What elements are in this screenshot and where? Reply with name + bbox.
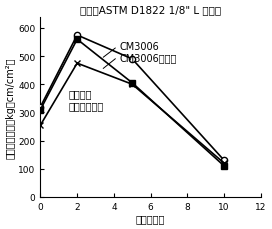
Y-axis label: 引張衝撃強さ（kg・cm/cm²）: 引張衝撃強さ（kg・cm/cm²）	[5, 57, 16, 158]
Title: 試験：ASTM D1822 1/8" L タイプ: 試験：ASTM D1822 1/8" L タイプ	[80, 5, 221, 16]
Text: CM3006: CM3006	[119, 42, 159, 52]
X-axis label: 時間（日）: 時間（日）	[136, 213, 165, 224]
Text: 外国Ａ社
耒熱グレード: 外国Ａ社 耒熱グレード	[69, 89, 104, 111]
Text: CM3006（黒）: CM3006（黒）	[119, 53, 177, 63]
